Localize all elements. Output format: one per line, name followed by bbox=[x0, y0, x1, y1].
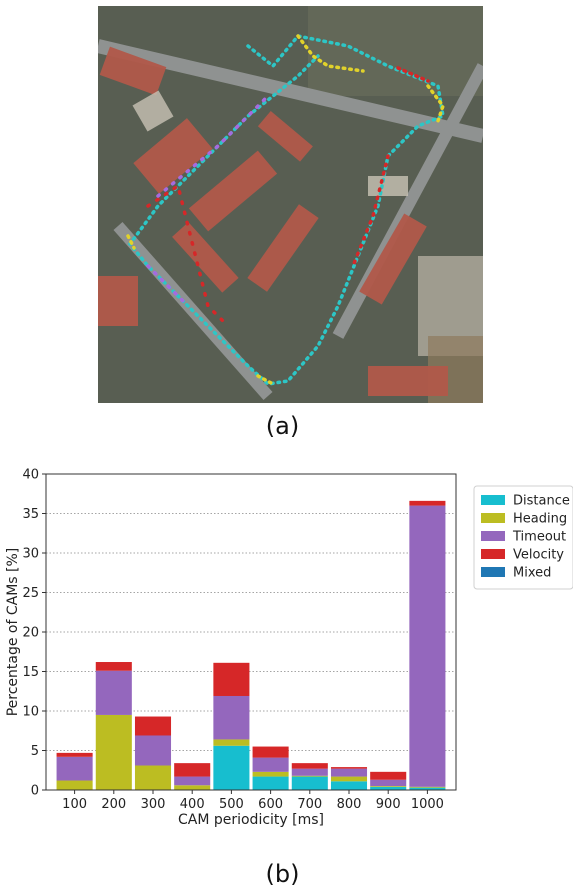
bar-segment-velocity-400 bbox=[174, 763, 211, 777]
bar-segment-velocity-200 bbox=[95, 662, 132, 671]
bars bbox=[56, 500, 446, 790]
bar-segment-velocity-100 bbox=[56, 752, 93, 757]
y-tick-label: 20 bbox=[22, 626, 39, 641]
bar-segment-velocity-600 bbox=[252, 746, 289, 758]
bar-segment-timeout-200 bbox=[95, 670, 132, 715]
bar-segment-heading-600 bbox=[252, 771, 289, 777]
legend-swatch-mixed bbox=[481, 567, 505, 577]
legend-label-heading: Heading bbox=[513, 512, 567, 527]
bar-segment-timeout-500 bbox=[213, 695, 250, 740]
bar-segment-velocity-300 bbox=[134, 716, 172, 736]
bar-segment-timeout-700 bbox=[291, 768, 328, 776]
bar-segment-heading-200 bbox=[95, 714, 132, 790]
legend-swatch-velocity bbox=[481, 549, 505, 559]
legend-swatch-heading bbox=[481, 513, 505, 523]
bar-segment-distance-800 bbox=[330, 781, 368, 790]
bar-segment-heading-800 bbox=[330, 776, 368, 782]
x-tick-label: 900 bbox=[376, 797, 401, 812]
x-tick-label: 400 bbox=[180, 797, 205, 812]
bar-segment-distance-700 bbox=[291, 776, 328, 790]
y-tick-label: 0 bbox=[31, 784, 39, 799]
y-tick-label: 40 bbox=[22, 468, 39, 483]
legend-label-timeout: Timeout bbox=[512, 530, 566, 545]
x-tick-label: 800 bbox=[337, 797, 362, 812]
y-tick-label: 5 bbox=[31, 744, 39, 759]
bar-segment-velocity-500 bbox=[213, 662, 250, 696]
y-tick-label: 25 bbox=[22, 586, 39, 601]
caption-b: (b) bbox=[265, 860, 300, 888]
y-tick-label: 10 bbox=[22, 705, 39, 720]
bar-segment-timeout-600 bbox=[252, 757, 289, 772]
bar-segment-distance-1000 bbox=[409, 787, 446, 790]
x-tick-label: 300 bbox=[141, 797, 166, 812]
bar-segment-velocity-900 bbox=[370, 771, 407, 780]
legend-swatch-timeout bbox=[481, 531, 505, 541]
caption-a: (a) bbox=[265, 412, 300, 440]
bar-segment-timeout-900 bbox=[370, 779, 407, 787]
bar-segment-heading-700 bbox=[291, 775, 328, 777]
bar-segment-velocity-700 bbox=[291, 763, 328, 769]
bar-segment-velocity-800 bbox=[330, 767, 368, 769]
x-axis-ticks: 100 200 300 400 500 600 700 800 900 1000 bbox=[62, 790, 444, 812]
x-tick-label: 500 bbox=[219, 797, 244, 812]
x-tick-label: 1000 bbox=[411, 797, 444, 812]
x-axis-label: CAM periodicity [ms] bbox=[178, 812, 324, 828]
bar-segment-distance-900 bbox=[370, 786, 407, 790]
y-tick-label: 15 bbox=[22, 665, 39, 680]
x-tick-label: 700 bbox=[297, 797, 322, 812]
y-tick-label: 35 bbox=[22, 507, 39, 522]
x-tick-label: 600 bbox=[258, 797, 283, 812]
legend-box bbox=[473, 485, 573, 590]
bar-segment-heading-100 bbox=[56, 780, 93, 790]
x-tick-label: 100 bbox=[62, 797, 87, 812]
y-axis-ticks: 0 5 10 15 20 25 30 35 40 bbox=[22, 468, 46, 799]
bar-segment-timeout-100 bbox=[56, 756, 93, 781]
bar-segment-heading-400 bbox=[174, 785, 211, 790]
bar-segment-heading-1000 bbox=[409, 786, 446, 788]
y-tick-label: 30 bbox=[22, 547, 39, 562]
bar-segment-heading-300 bbox=[134, 765, 172, 790]
bar-segment-distance-600 bbox=[252, 776, 289, 790]
legend-swatch-distance bbox=[481, 495, 505, 505]
bar-segment-timeout-300 bbox=[134, 735, 172, 766]
bar-segment-distance-500 bbox=[213, 745, 250, 790]
stacked-bar-chart: 0 5 10 15 20 25 30 35 40 100 200 300 400 500 600 700 80… bbox=[5, 468, 573, 828]
y-axis-label: Percentage of CAMs [%] bbox=[5, 548, 21, 717]
bar-segment-timeout-1000 bbox=[409, 505, 446, 787]
legend-label-mixed: Mixed bbox=[513, 566, 551, 581]
bar-segment-heading-500 bbox=[213, 739, 250, 746]
legend: Distance Heading Timeout Velocity Mixed bbox=[473, 485, 573, 590]
x-tick-label: 200 bbox=[101, 797, 126, 812]
bar-segment-velocity-1000 bbox=[409, 500, 446, 506]
bar-segment-timeout-400 bbox=[174, 776, 211, 786]
aerial-map-image bbox=[98, 6, 483, 403]
legend-label-distance: Distance bbox=[513, 494, 570, 509]
legend-label-velocity: Velocity bbox=[513, 548, 564, 563]
bar-segment-heading-900 bbox=[370, 786, 407, 787]
bar-segment-timeout-800 bbox=[330, 768, 368, 777]
